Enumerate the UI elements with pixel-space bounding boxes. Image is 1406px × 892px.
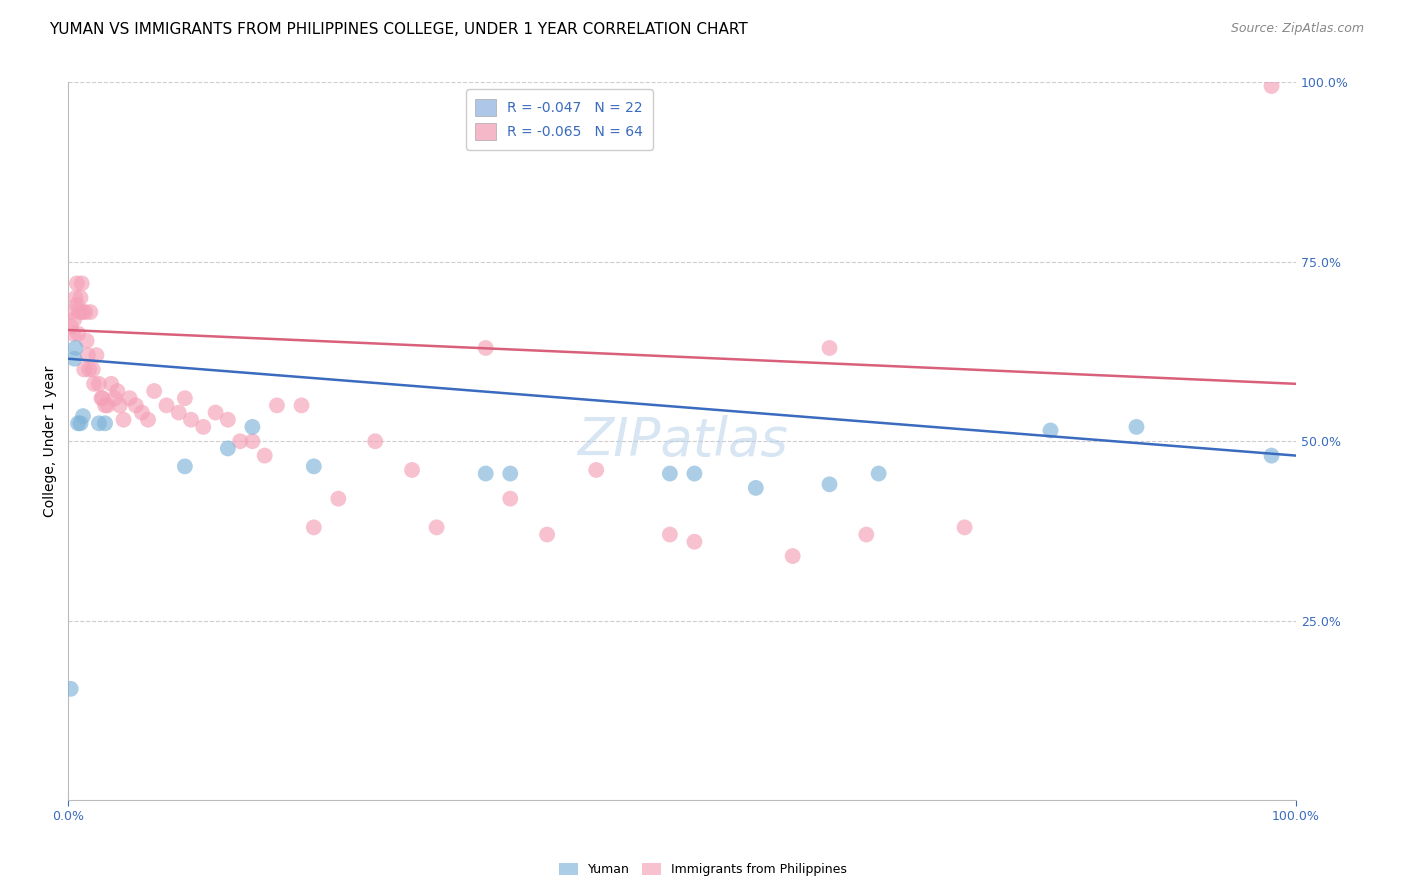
Point xyxy=(499,467,522,481)
Point xyxy=(364,434,387,449)
Point xyxy=(818,477,841,491)
Point xyxy=(67,305,90,319)
Point xyxy=(104,391,127,405)
Point xyxy=(1260,78,1282,93)
Point xyxy=(83,376,105,391)
Point xyxy=(62,326,84,341)
Point xyxy=(108,398,131,412)
Point xyxy=(82,362,104,376)
Point xyxy=(290,398,312,412)
Legend: R = -0.047   N = 22, R = -0.065   N = 64: R = -0.047 N = 22, R = -0.065 N = 64 xyxy=(465,89,652,150)
Point xyxy=(242,434,264,449)
Point xyxy=(70,277,93,291)
Point xyxy=(100,376,122,391)
Point xyxy=(75,305,97,319)
Point xyxy=(77,362,100,376)
Point xyxy=(118,391,141,405)
Point xyxy=(474,341,496,355)
Point xyxy=(426,520,449,534)
Text: ZIPatlas: ZIPatlas xyxy=(576,416,787,467)
Point xyxy=(87,376,110,391)
Point xyxy=(125,398,148,412)
Point xyxy=(242,420,264,434)
Point xyxy=(499,491,522,506)
Point xyxy=(94,398,117,412)
Point xyxy=(302,459,325,474)
Point xyxy=(658,527,681,541)
Point xyxy=(76,334,98,348)
Point xyxy=(66,298,89,312)
Point xyxy=(167,405,190,419)
Point xyxy=(328,491,350,506)
Point xyxy=(745,481,768,495)
Point xyxy=(217,442,239,456)
Point xyxy=(253,449,276,463)
Point xyxy=(86,348,108,362)
Point xyxy=(683,467,706,481)
Point xyxy=(91,391,114,405)
Point xyxy=(59,319,82,334)
Point xyxy=(63,312,86,326)
Point xyxy=(266,398,288,412)
Point xyxy=(66,277,89,291)
Point xyxy=(96,398,118,412)
Point xyxy=(94,417,117,431)
Point xyxy=(112,413,135,427)
Point xyxy=(155,398,177,412)
Point xyxy=(90,391,112,405)
Point xyxy=(536,527,558,541)
Legend: Yuman, Immigrants from Philippines: Yuman, Immigrants from Philippines xyxy=(554,858,852,881)
Point xyxy=(1125,420,1147,434)
Point xyxy=(63,351,86,366)
Point xyxy=(72,409,94,424)
Y-axis label: College, Under 1 year: College, Under 1 year xyxy=(44,366,58,517)
Point xyxy=(204,405,226,419)
Point xyxy=(69,291,91,305)
Point xyxy=(868,467,890,481)
Point xyxy=(131,405,153,419)
Text: Source: ZipAtlas.com: Source: ZipAtlas.com xyxy=(1230,22,1364,36)
Point xyxy=(193,420,215,434)
Point xyxy=(217,413,239,427)
Point xyxy=(87,417,110,431)
Point xyxy=(1260,449,1282,463)
Point xyxy=(105,384,128,398)
Point xyxy=(65,291,87,305)
Point xyxy=(67,326,90,341)
Point xyxy=(818,341,841,355)
Point xyxy=(69,417,91,431)
Point xyxy=(72,305,94,319)
Point xyxy=(953,520,976,534)
Point xyxy=(59,681,82,696)
Point xyxy=(67,417,90,431)
Point xyxy=(60,305,83,319)
Point xyxy=(855,527,877,541)
Point xyxy=(474,467,496,481)
Point xyxy=(143,384,166,398)
Text: YUMAN VS IMMIGRANTS FROM PHILIPPINES COLLEGE, UNDER 1 YEAR CORRELATION CHART: YUMAN VS IMMIGRANTS FROM PHILIPPINES COL… xyxy=(49,22,748,37)
Point xyxy=(180,413,202,427)
Point xyxy=(77,348,100,362)
Point xyxy=(1039,424,1062,438)
Point xyxy=(585,463,607,477)
Point xyxy=(73,362,96,376)
Point xyxy=(173,459,195,474)
Point xyxy=(782,549,804,563)
Point xyxy=(683,534,706,549)
Point xyxy=(302,520,325,534)
Point xyxy=(229,434,252,449)
Point xyxy=(136,413,159,427)
Point xyxy=(173,391,195,405)
Point xyxy=(65,341,87,355)
Point xyxy=(401,463,423,477)
Point xyxy=(658,467,681,481)
Point xyxy=(79,305,101,319)
